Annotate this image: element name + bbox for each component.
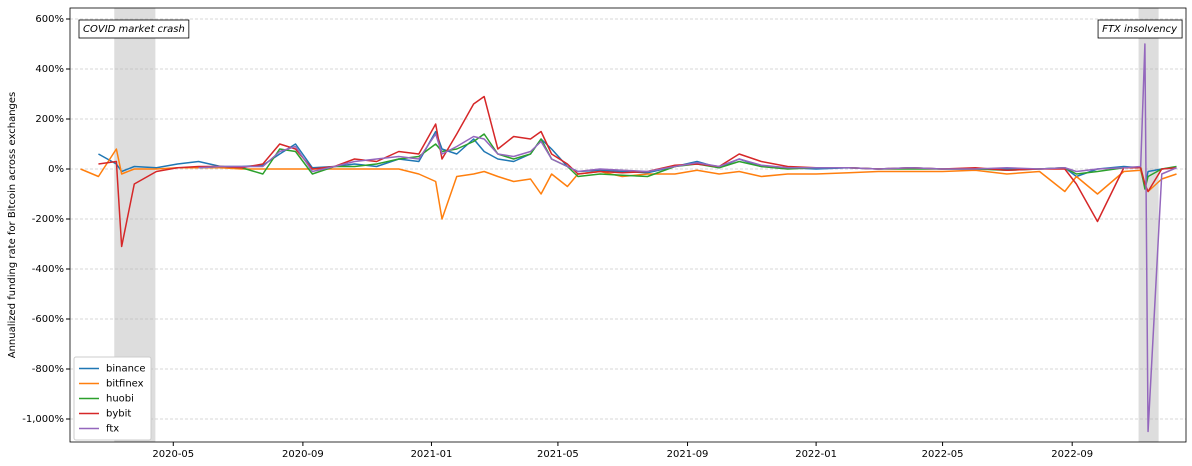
x-tick-label: 2022-09 (1051, 449, 1093, 460)
legend-label: ftx (106, 424, 119, 435)
y-tick-label: -200% (32, 214, 64, 225)
series-line (198, 43, 1177, 433)
legend-box (73, 356, 152, 441)
y-tick-label: -600% (32, 314, 64, 325)
legend-label: huobi (106, 394, 134, 405)
series-line (80, 148, 1177, 220)
legend-label: bybit (106, 409, 131, 420)
y-tick-label: 200% (35, 114, 64, 125)
span-label: COVID market crash (83, 24, 185, 35)
highlight-span (1138, 8, 1159, 442)
span-label-box (1097, 19, 1183, 39)
y-tick-label: -1,000% (22, 414, 64, 425)
x-tick-label: 2022-05 (922, 449, 964, 460)
y-tick-label: 400% (35, 64, 64, 75)
span-annotation: COVID market crash (78, 19, 190, 39)
x-tick-label: 2022-01 (795, 449, 837, 460)
y-tick-label: -400% (32, 264, 64, 275)
y-tick-label: 0% (48, 164, 64, 175)
x-tick-label: 2021-09 (667, 449, 709, 460)
span-annotation: FTX insolvency (1097, 19, 1183, 39)
x-tick-label: 2020-05 (152, 449, 194, 460)
series-line (198, 133, 1177, 190)
legend-label: binance (106, 364, 146, 375)
x-tick-label: 2020-09 (282, 449, 324, 460)
y-tick-label: 600% (35, 14, 64, 25)
y-axis-label: Annualized funding rate for Bitcoin acro… (7, 92, 18, 359)
plot-frame (69, 7, 1187, 443)
legend-label: bitfinex (106, 379, 144, 390)
y-tick-label: -800% (32, 364, 64, 375)
span-label-box (78, 19, 190, 39)
series-line (98, 130, 1177, 188)
span-label: FTX insolvency (1102, 24, 1178, 35)
x-tick-label: 2021-01 (411, 449, 453, 460)
x-tick-label: 2021-05 (537, 449, 579, 460)
